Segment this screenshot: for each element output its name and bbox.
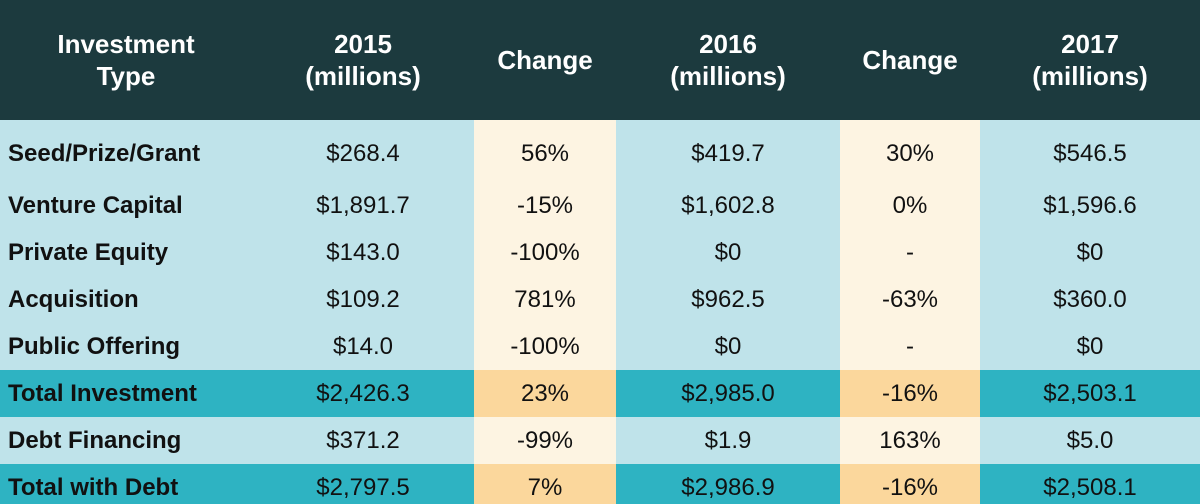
header-2017: 2017 (millions) (980, 0, 1200, 120)
cell-investment-type: Acquisition (0, 276, 252, 323)
table-body: Seed/Prize/Grant $268.4 56% $419.7 30% $546.5… (0, 120, 1200, 504)
table-row-total: Total with Debt $2,797.5 7% $2,986.9 -16% $2,… (0, 464, 1200, 504)
cell-2015: $1,891.7 (252, 182, 474, 229)
header-2015: 2015 (millions) (252, 0, 474, 120)
table-row: Venture Capital $1,891.7 -15% $1,602.8 0% $1,… (0, 182, 1200, 229)
cell-2016: $0 (616, 229, 840, 276)
cell-2017: $2,503.1 (980, 370, 1200, 417)
cell-2017: $0 (980, 323, 1200, 370)
table-row-total: Total Investment $2,426.3 23% $2,985.0 -16% $… (0, 370, 1200, 417)
cell-change-2015-2016: 56% (474, 120, 616, 182)
cell-investment-type: Public Offering (0, 323, 252, 370)
header-row: Investment Type 2015 (millions) Change 2… (0, 0, 1200, 120)
cell-investment-type: Venture Capital (0, 182, 252, 229)
cell-investment-type: Private Equity (0, 229, 252, 276)
table-row: Public Offering $14.0 -100% $0- $0 (0, 323, 1200, 370)
table-row: Debt Financing $371.2 -99% $1.9 163% $5.0 (0, 417, 1200, 464)
cell-change-2016-2017: -16% (840, 464, 980, 504)
cell-change-2015-2016: -100% (474, 229, 616, 276)
cell-change-2015-2016: -100% (474, 323, 616, 370)
cell-change-2016-2017: 0% (840, 182, 980, 229)
cell-investment-type: Total Investment (0, 370, 252, 417)
cell-change-2016-2017: - (840, 229, 980, 276)
cell-change-2015-2016: 7% (474, 464, 616, 504)
cell-change-2015-2016: -15% (474, 182, 616, 229)
cell-2015: $143.0 (252, 229, 474, 276)
cell-2016: $0 (616, 323, 840, 370)
cell-change-2016-2017: -63% (840, 276, 980, 323)
cell-investment-type: Seed/Prize/Grant (0, 120, 252, 182)
cell-investment-type: Total with Debt (0, 464, 252, 504)
cell-2017: $5.0 (980, 417, 1200, 464)
cell-2015: $109.2 (252, 276, 474, 323)
cell-2016: $962.5 (616, 276, 840, 323)
cell-change-2016-2017: 30% (840, 120, 980, 182)
header-change-2015-2016: Change (474, 0, 616, 120)
cell-2017: $0 (980, 229, 1200, 276)
cell-2017: $360.0 (980, 276, 1200, 323)
cell-2016: $2,986.9 (616, 464, 840, 504)
header-2016: 2016 (millions) (616, 0, 840, 120)
cell-2015: $14.0 (252, 323, 474, 370)
cell-2017: $546.5 (980, 120, 1200, 182)
cell-change-2016-2017: -16% (840, 370, 980, 417)
cell-2016: $1.9 (616, 417, 840, 464)
cell-change-2015-2016: 781% (474, 276, 616, 323)
cell-2016: $2,985.0 (616, 370, 840, 417)
header-change-2016-2017: Change (840, 0, 980, 120)
cell-2015: $268.4 (252, 120, 474, 182)
table-row: Acquisition $109.2 781% $962.5 -63% $360.0 (0, 276, 1200, 323)
cell-change-2015-2016: 23% (474, 370, 616, 417)
cell-2015: $2,797.5 (252, 464, 474, 504)
cell-2015: $371.2 (252, 417, 474, 464)
table-row: Seed/Prize/Grant $268.4 56% $419.7 30% $546.5 (0, 120, 1200, 182)
header-investment-type: Investment Type (0, 0, 252, 120)
cell-2017: $2,508.1 (980, 464, 1200, 504)
cell-investment-type: Debt Financing (0, 417, 252, 464)
cell-2017: $1,596.6 (980, 182, 1200, 229)
cell-2016: $419.7 (616, 120, 840, 182)
cell-change-2016-2017: - (840, 323, 980, 370)
cell-2015: $2,426.3 (252, 370, 474, 417)
table-row: Private Equity $143.0 -100% $0- $0 (0, 229, 1200, 276)
cell-change-2015-2016: -99% (474, 417, 616, 464)
cell-2016: $1,602.8 (616, 182, 840, 229)
cell-change-2016-2017: 163% (840, 417, 980, 464)
